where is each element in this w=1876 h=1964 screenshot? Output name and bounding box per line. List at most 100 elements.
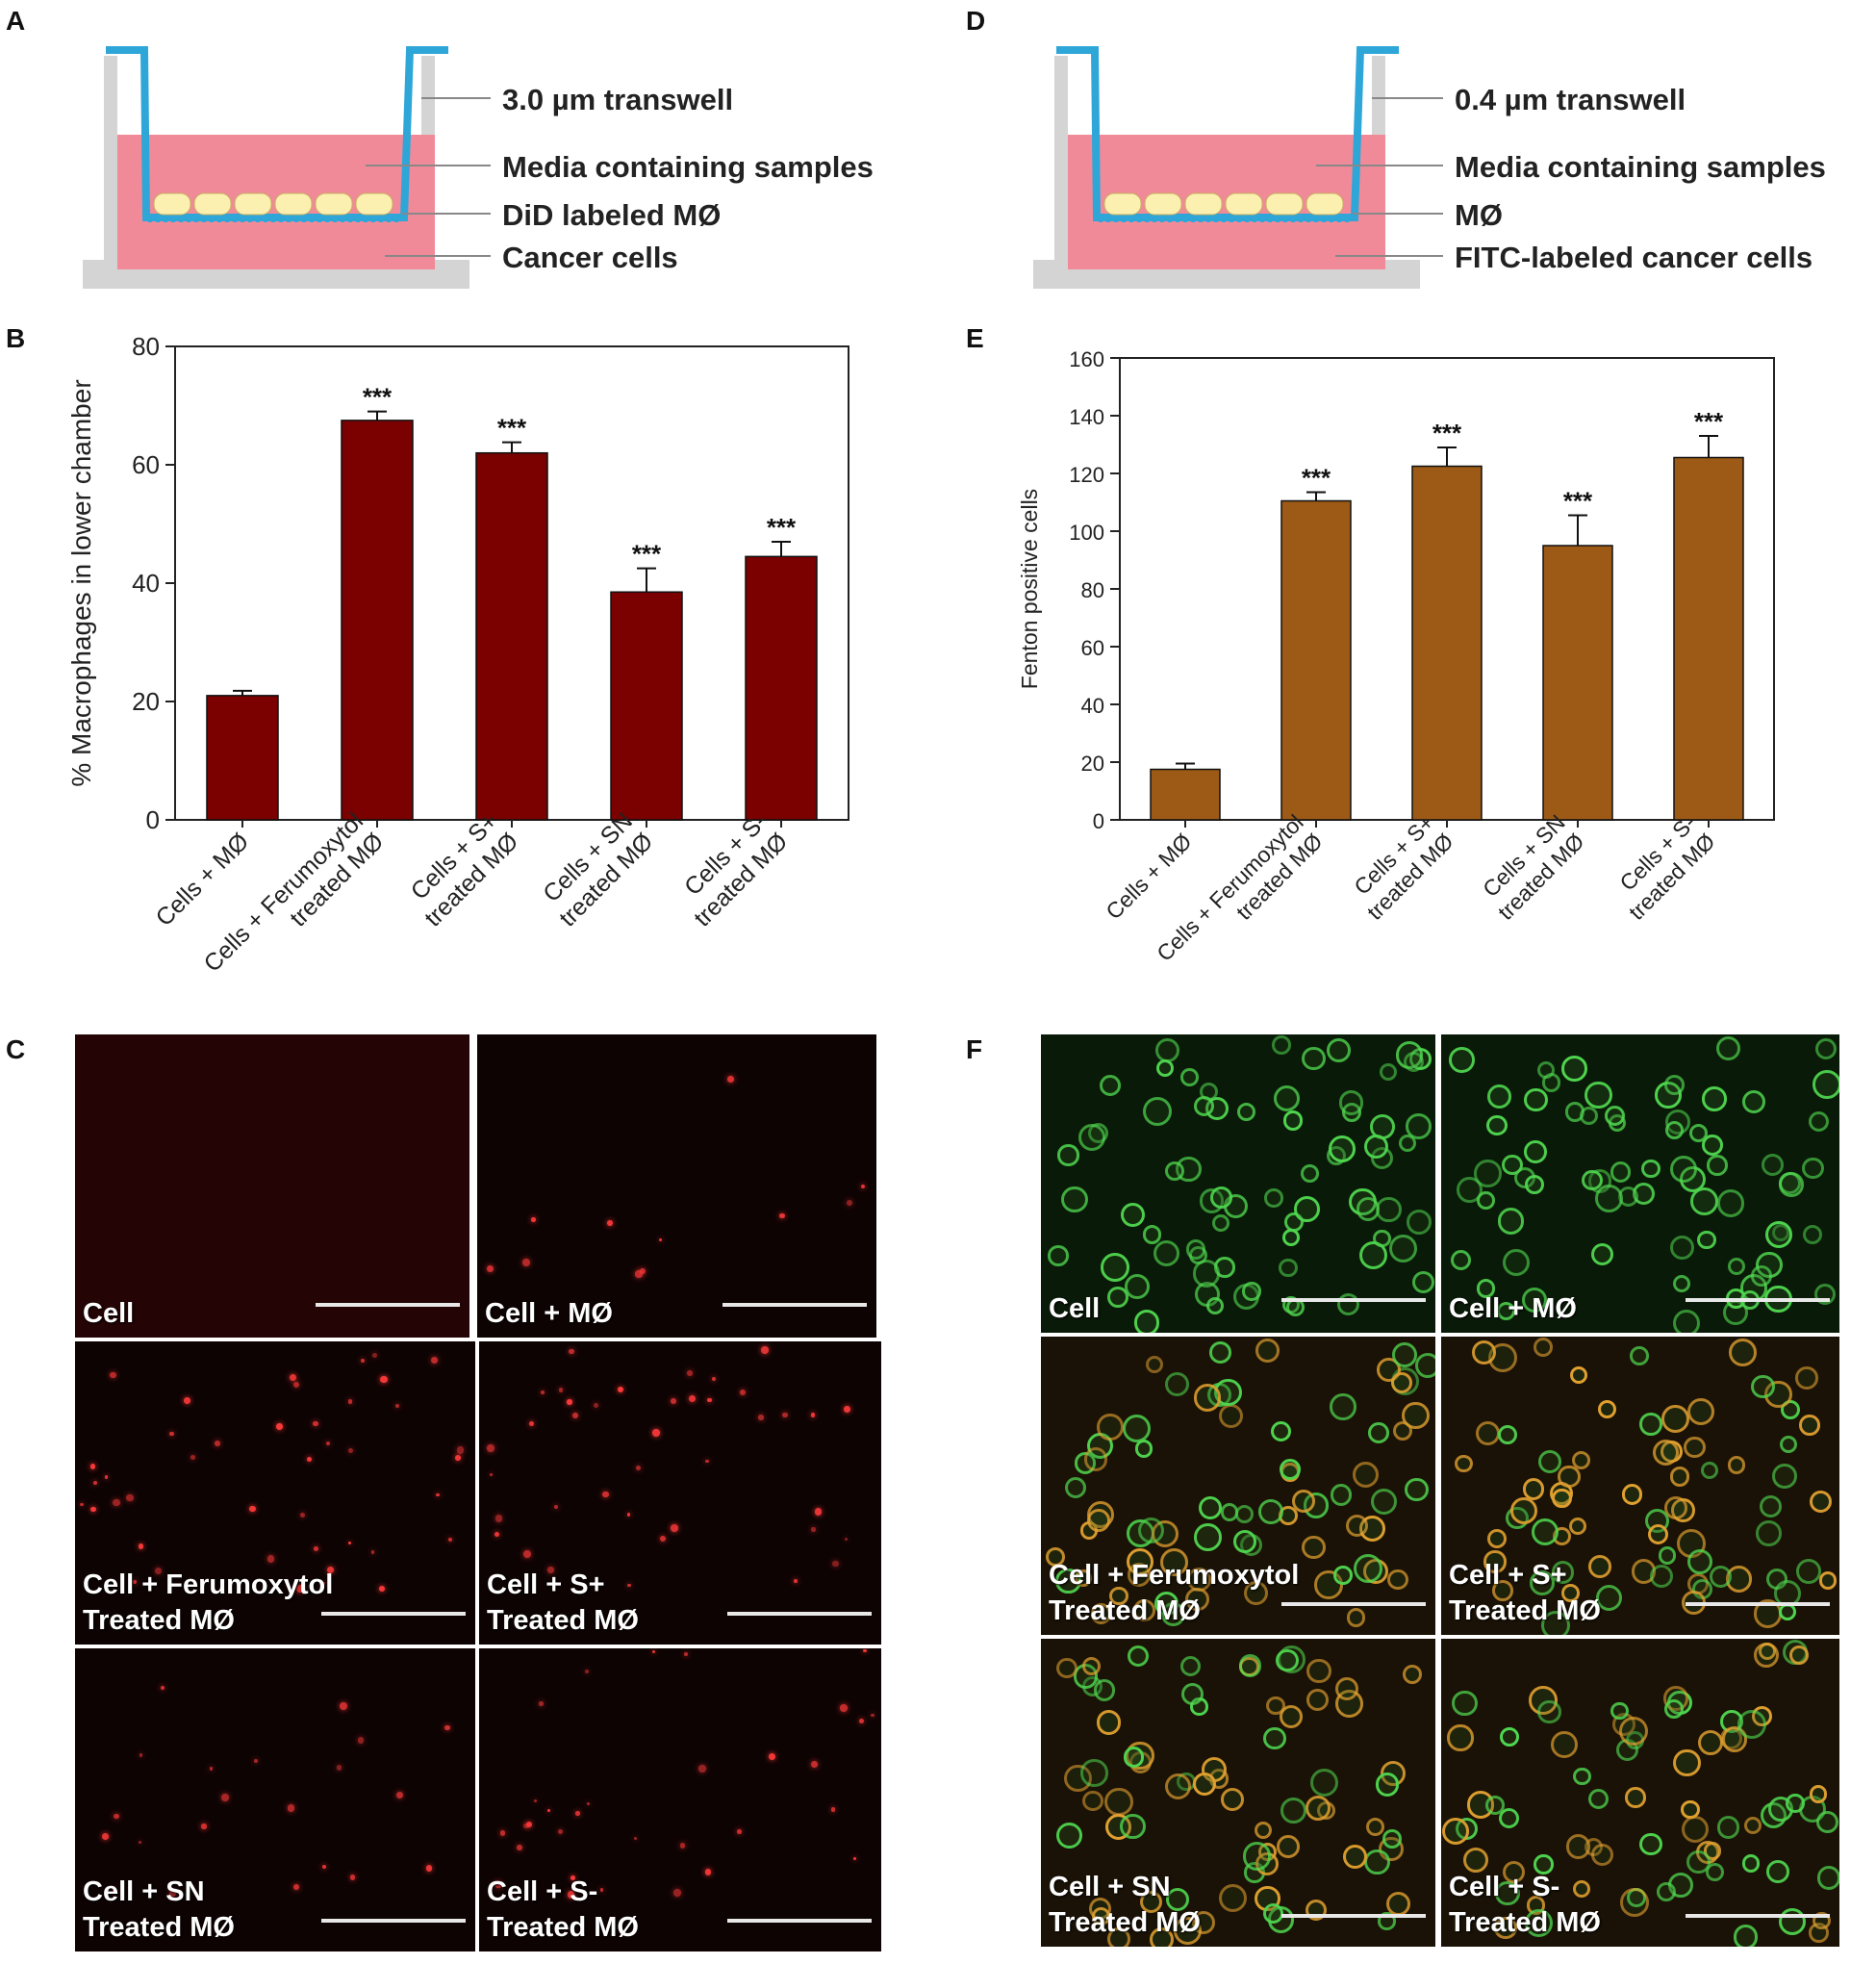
fluorescent-cell [1302, 1046, 1326, 1071]
fluorescent-cell [1700, 1461, 1718, 1479]
fluorescent-cell [1045, 1546, 1065, 1567]
label-transwell-a: 3.0 µm transwell [502, 83, 733, 116]
fluorescent-cell [1727, 1456, 1745, 1474]
micrograph-label-line: Cell + SN [83, 1876, 205, 1907]
fluorescent-cell [1686, 1397, 1715, 1425]
fluorescent-cell [1493, 1916, 1517, 1940]
fluorescent-cell [727, 1075, 735, 1083]
fluorescent-cell [840, 1704, 848, 1712]
fluorescent-cell [1629, 1345, 1649, 1365]
significance-label: *** [767, 513, 797, 542]
fluorescent-cell [1476, 1190, 1495, 1210]
fluorescent-cell [1485, 1114, 1508, 1136]
fluorescent-cell [1819, 1571, 1838, 1590]
fluorescent-cell [1664, 1698, 1685, 1719]
fluorescent-cell [380, 1375, 389, 1384]
fluorescent-cell [292, 1382, 300, 1389]
x-category-label: Cells + S-treated MØ [1605, 809, 1720, 925]
fluorescent-cell [221, 1794, 229, 1801]
fluorescent-cell [1716, 1189, 1745, 1217]
fluorescent-cell [1582, 1169, 1603, 1191]
label-cells-d: MØ [1455, 198, 1503, 232]
fluorescent-cell [1056, 1657, 1077, 1679]
fluorescent-cell [1529, 1570, 1555, 1595]
label-cells-a: DiD labeled MØ [502, 198, 721, 232]
fluorescent-cell [768, 1752, 775, 1760]
fluorescent-cell [1356, 1197, 1380, 1221]
fluorescent-cell [843, 1406, 850, 1414]
fluorescent-cell [1270, 1420, 1291, 1442]
fluorescent-cell [1728, 1257, 1746, 1275]
transwell-schematic-a: 3.0 µm transwell Media containing sample… [83, 46, 874, 289]
fluorescent-cell [1107, 1926, 1131, 1947]
micrograph-label: Cell + MØ [1449, 1291, 1577, 1327]
scale-bar [727, 1612, 872, 1616]
fluorescent-cell [1338, 1090, 1364, 1115]
fluorescent-cell [1570, 1365, 1588, 1384]
fluorescent-cell [1389, 1235, 1418, 1263]
micrograph-label-line: Treated MØ [1049, 1595, 1201, 1626]
panel-label-d: D [966, 6, 986, 36]
fluorescent-cell [456, 1445, 465, 1454]
fluorescent-cell [1120, 1203, 1145, 1228]
fluorescent-cell [1760, 1494, 1783, 1518]
fluorescent-cell [554, 1504, 558, 1509]
scale-bar [321, 1919, 466, 1923]
x-category-label: Cells + S+treated MØ [1343, 809, 1458, 925]
fluorescent-cell [1056, 1823, 1083, 1849]
fluorescent-cell [1496, 1302, 1515, 1321]
fluorescent-cell [1778, 1907, 1806, 1935]
fluorescent-cell [1125, 1274, 1151, 1299]
fluorescent-cell [348, 1448, 353, 1453]
fluorescent-cell [1373, 1229, 1391, 1247]
fluorescent-cell [1305, 1796, 1331, 1822]
fluorescent-cell [1541, 1611, 1571, 1635]
scale-bar [1686, 1298, 1830, 1302]
fluorescent-cell [1796, 1558, 1821, 1584]
fluorescent-cell [1523, 1139, 1547, 1163]
fluorescent-cell [379, 1586, 385, 1592]
fluorescent-cell [1185, 1587, 1210, 1612]
fluorescent-cell [1082, 1790, 1103, 1811]
fluorescent-cell [1255, 1339, 1280, 1363]
bar [1673, 456, 1744, 821]
fluorescent-cell [1306, 1658, 1331, 1683]
fluorescent-cell [1670, 1156, 1698, 1184]
fluorescent-cell [1291, 1489, 1316, 1513]
fluorescent-cell [557, 1828, 564, 1835]
fluorescent-cell [1815, 1038, 1838, 1060]
significance-label: *** [1694, 407, 1724, 436]
micrograph-label: Cell + SN Treated MØ [83, 1875, 235, 1946]
fluorescent-cell [1604, 1106, 1625, 1127]
fluorescent-cell [1741, 1853, 1761, 1873]
panel-label-b: B [6, 323, 26, 353]
fluorescent-cell [1572, 1880, 1590, 1899]
fluorescent-cell [687, 1370, 694, 1377]
fluorescent-cell [1451, 1249, 1472, 1270]
fluorescent-cell [671, 1524, 678, 1532]
fluorescent-cell [1620, 1888, 1649, 1917]
fluorescent-cell [575, 1811, 580, 1816]
micrograph-label: Cell + S- Treated MØ [487, 1875, 639, 1946]
fluorescent-cell [844, 1537, 848, 1541]
fluorescent-cell [138, 1840, 141, 1844]
fluorescent-cell [1537, 1699, 1561, 1724]
fluorescent-cell [1737, 1709, 1766, 1739]
fluorescent-cell [1641, 1159, 1661, 1179]
fluorescent-cell [526, 1822, 533, 1828]
panel-label-c: C [6, 1034, 26, 1064]
transwell-schematic-d: 0.4 µm transwell Media containing sample… [1033, 46, 1826, 289]
fluorescent-cell [296, 1585, 304, 1593]
fluorescent-cell [1729, 1339, 1758, 1367]
significance-label: *** [1563, 487, 1593, 516]
y-tick-label: 140 [1069, 405, 1104, 429]
micrograph: Cell + S+ Treated MØ [1441, 1337, 1839, 1635]
fluorescent-cell [1279, 1258, 1298, 1278]
fluorescent-cell [444, 1725, 450, 1731]
significance-label: *** [1432, 419, 1462, 447]
fluorescent-cell [1279, 1704, 1304, 1729]
fluorescent-cell [1132, 1598, 1155, 1621]
fluorescent-cell [347, 1398, 353, 1404]
fluorescent-cell [371, 1550, 375, 1554]
fluorescent-cell [1664, 1121, 1684, 1140]
